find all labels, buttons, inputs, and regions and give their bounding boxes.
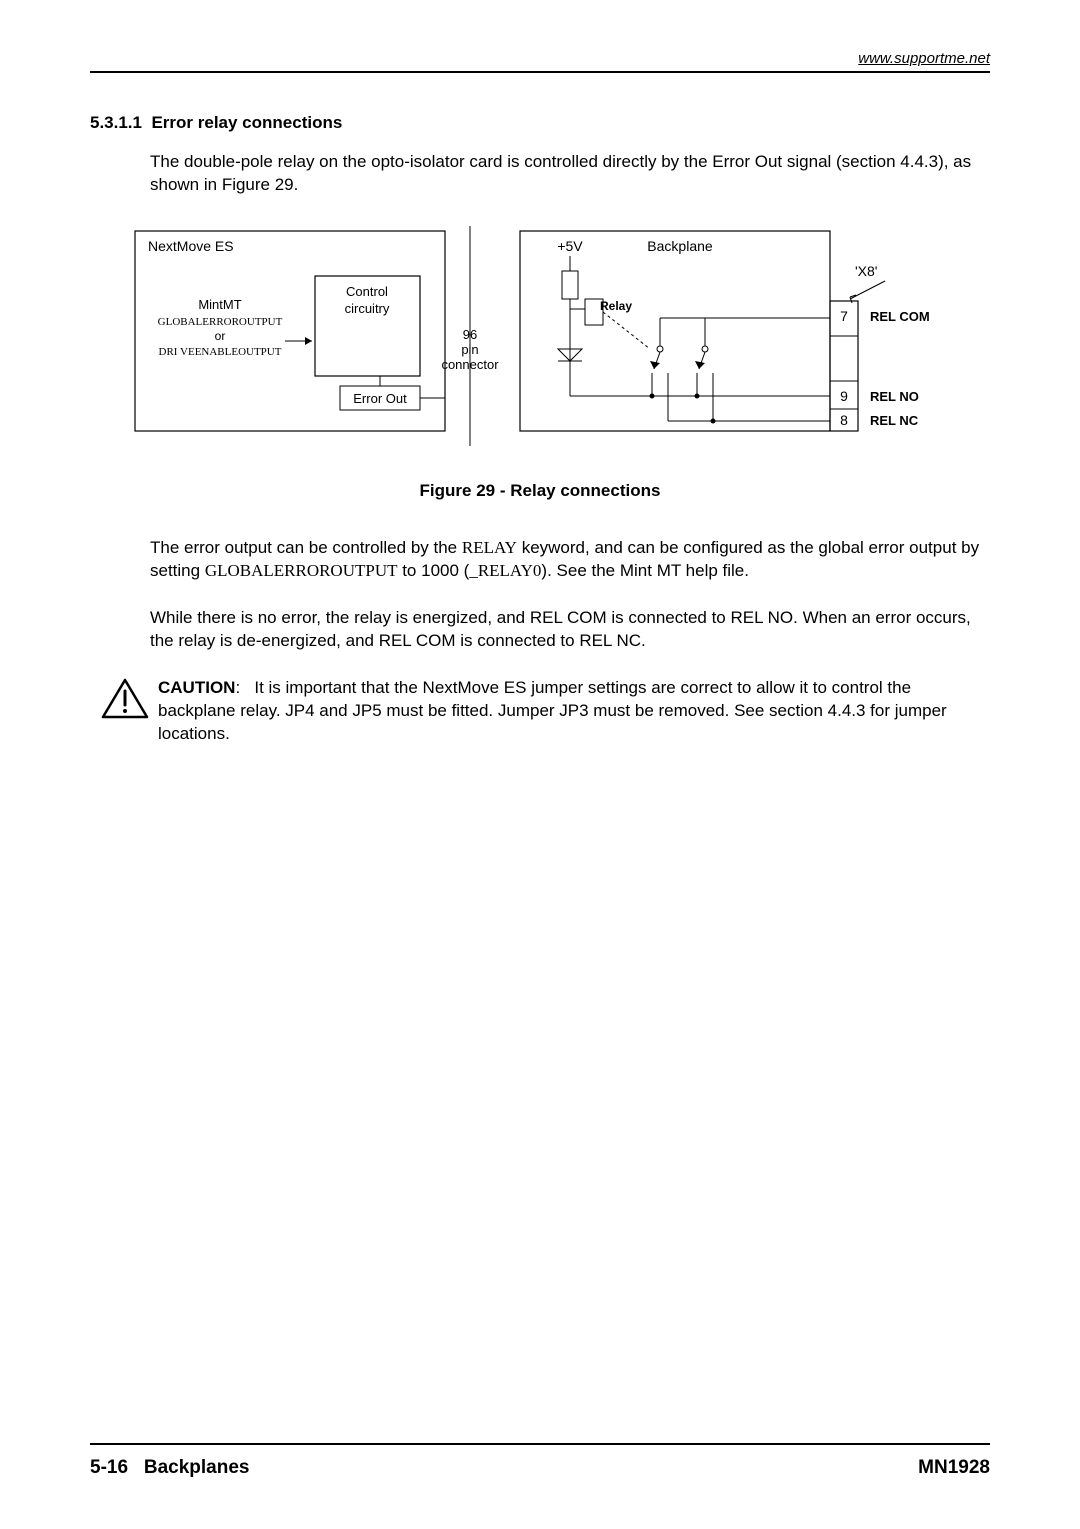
caution-block: CAUTION: It is important that the NextMo… [100, 677, 990, 746]
svg-text:connector: connector [441, 357, 499, 372]
footer-rule [90, 1443, 990, 1445]
svg-text:MintMT: MintMT [198, 297, 241, 312]
svg-text:or: or [215, 329, 226, 343]
section-number: 5.3.1.1 [90, 113, 142, 132]
footer-section: Backplanes [144, 1457, 250, 1478]
section-heading: 5.3.1.1 Error relay connections [90, 113, 990, 133]
svg-text:DRI VEENABLEOUTPUT: DRI VEENABLEOUTPUT [159, 346, 282, 358]
svg-text:9: 9 [840, 388, 848, 404]
svg-text:REL COM: REL COM [870, 309, 930, 324]
caution-text: It is important that the NextMove ES jum… [158, 678, 947, 743]
svg-text:Error Out: Error Out [353, 391, 407, 406]
svg-text:REL NC: REL NC [870, 413, 919, 428]
header-url: www.supportme.net [90, 50, 990, 67]
svg-text:pin: pin [461, 342, 478, 357]
svg-text:+5V: +5V [557, 238, 583, 254]
figure-caption: Figure 29 - Relay connections [90, 481, 990, 501]
svg-text:'X8': 'X8' [855, 263, 877, 279]
svg-text:Backplane: Backplane [647, 238, 713, 254]
svg-text:Control: Control [346, 284, 388, 299]
svg-text:GLOBALERROROUTPUT: GLOBALERROROUTPUT [158, 316, 283, 328]
page-footer: 5-16 Backplanes MN1928 [90, 1443, 990, 1479]
caution-label: CAUTION [158, 678, 235, 697]
paragraph-2: The error output can be controlled by th… [150, 537, 990, 583]
svg-text:7: 7 [840, 308, 848, 324]
footer-page-num: 5-16 [90, 1457, 128, 1478]
section-title: Error relay connections [151, 113, 342, 132]
paragraph-3: While there is no error, the relay is en… [150, 607, 990, 653]
svg-text:8: 8 [840, 412, 848, 428]
figure-29: NextMove ES MintMT GLOBALERROROUTPUT or … [90, 221, 990, 451]
svg-text:96: 96 [463, 327, 477, 342]
footer-docid: MN1928 [918, 1457, 990, 1479]
svg-text:REL NO: REL NO [870, 389, 919, 404]
nextmove-label: NextMove ES [148, 238, 234, 254]
relay-diagram-svg: NextMove ES MintMT GLOBALERROROUTPUT or … [130, 221, 950, 451]
svg-text:circuitry: circuitry [345, 301, 390, 316]
caution-icon [100, 677, 150, 721]
paragraph-1: The double-pole relay on the opto-isolat… [150, 151, 990, 197]
svg-text:Relay: Relay [600, 299, 632, 313]
header-rule [90, 71, 990, 73]
